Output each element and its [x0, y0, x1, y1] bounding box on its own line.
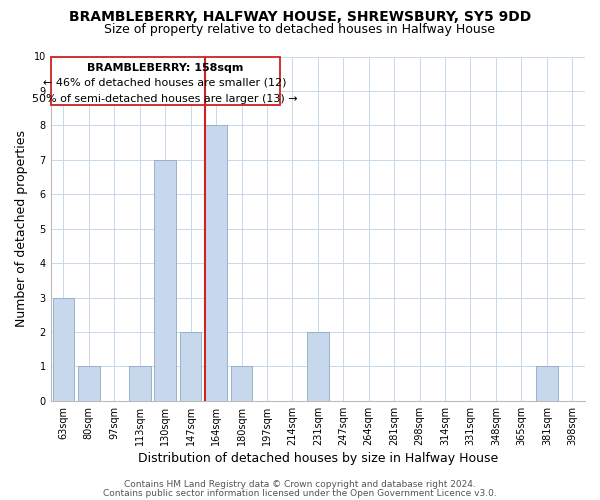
- Bar: [230, 366, 253, 401]
- Text: 50% of semi-detached houses are larger (13) →: 50% of semi-detached houses are larger (…: [32, 94, 298, 104]
- Bar: [536, 366, 557, 401]
- Bar: [53, 298, 74, 401]
- Bar: [50, 56, 280, 106]
- Bar: [307, 332, 329, 401]
- Bar: [205, 126, 227, 401]
- Text: BRAMBLEBERRY: 158sqm: BRAMBLEBERRY: 158sqm: [87, 62, 244, 72]
- X-axis label: Distribution of detached houses by size in Halfway House: Distribution of detached houses by size …: [138, 452, 498, 465]
- Text: BRAMBLEBERRY, HALFWAY HOUSE, SHREWSBURY, SY5 9DD: BRAMBLEBERRY, HALFWAY HOUSE, SHREWSBURY,…: [69, 10, 531, 24]
- Text: ← 46% of detached houses are smaller (12): ← 46% of detached houses are smaller (12…: [43, 78, 287, 88]
- Bar: [154, 160, 176, 401]
- Text: Size of property relative to detached houses in Halfway House: Size of property relative to detached ho…: [104, 22, 496, 36]
- Bar: [180, 332, 202, 401]
- Bar: [129, 366, 151, 401]
- Text: Contains public sector information licensed under the Open Government Licence v3: Contains public sector information licen…: [103, 488, 497, 498]
- Bar: [78, 366, 100, 401]
- Y-axis label: Number of detached properties: Number of detached properties: [15, 130, 28, 327]
- Text: Contains HM Land Registry data © Crown copyright and database right 2024.: Contains HM Land Registry data © Crown c…: [124, 480, 476, 489]
